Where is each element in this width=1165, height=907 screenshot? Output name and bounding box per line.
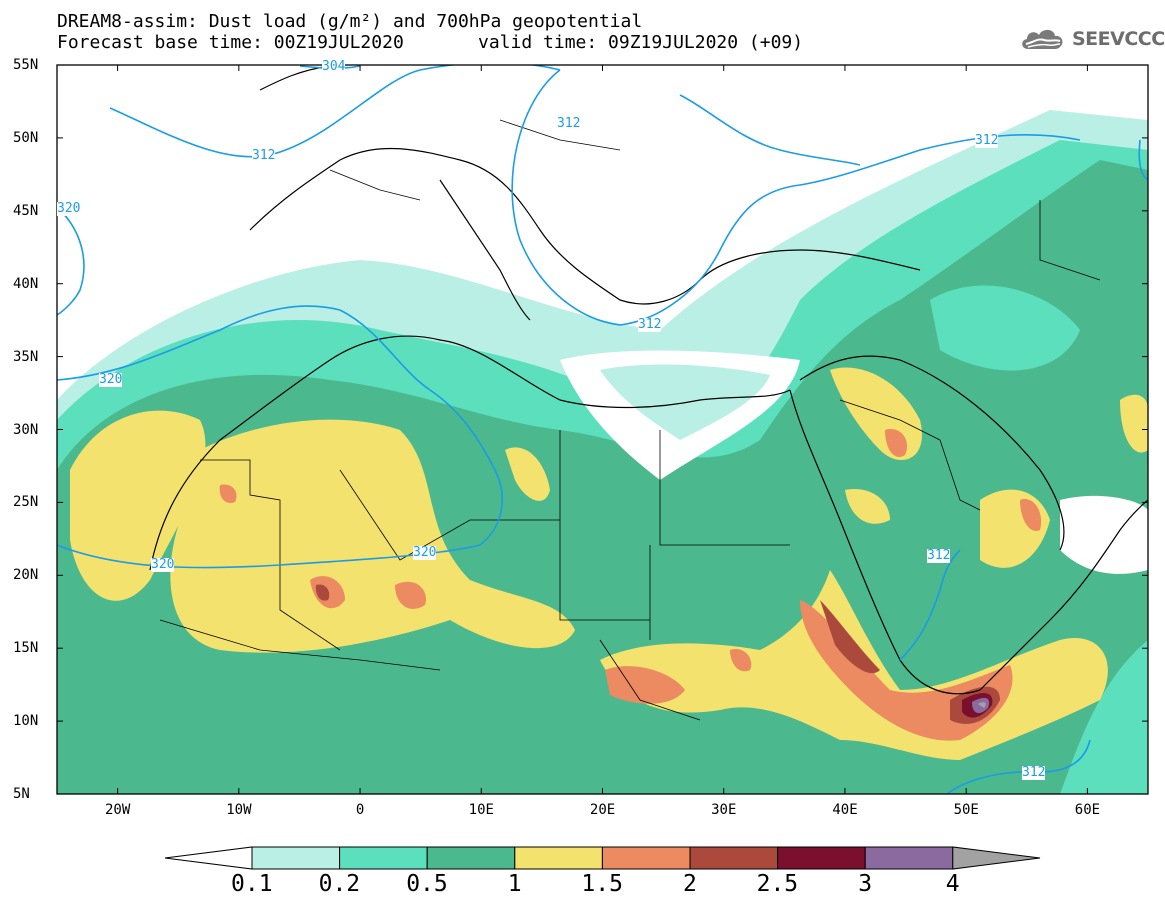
colorbar-label: 2.5	[756, 871, 799, 897]
geopotential-contours	[57, 65, 1148, 794]
lat-tick-label: 35N	[13, 348, 39, 365]
lat-tick-label: 10N	[13, 713, 39, 730]
colorbar-swatch	[514, 846, 603, 870]
lat-tick-label: 50N	[13, 129, 39, 146]
colorbar-label: 1.5	[581, 871, 623, 897]
lat-tick-label: 30N	[13, 421, 39, 438]
contour-label-320-b: 320	[413, 545, 437, 560]
contour-label-312-e: 312	[1022, 765, 1046, 780]
lon-tick-label: 0	[355, 802, 365, 818]
colorbar-swatch	[864, 846, 954, 870]
lat-tick-label: 45N	[13, 202, 39, 219]
seevccc-logo: SEEVCCC	[1018, 24, 1165, 54]
colorbar-swatch	[689, 846, 779, 870]
contour-label-312-d: 312	[927, 548, 951, 563]
coastlines	[149, 65, 1148, 695]
lat-tick-label: 15N	[13, 640, 39, 657]
colorbar-label: 2	[683, 871, 697, 897]
lon-tick-label: 40E	[832, 802, 858, 818]
lon-tick-label: 60E	[1074, 802, 1101, 818]
contour-label-304: 304	[322, 59, 346, 74]
colorbar-swatch	[426, 846, 516, 870]
colorbar-swatch	[339, 846, 428, 870]
valid-time: valid time: 09Z19JUL2020 (+09)	[478, 32, 804, 53]
lon-tick-label: 10E	[468, 802, 494, 818]
cloud-icon	[1022, 29, 1063, 49]
colorbar	[164, 846, 1041, 870]
colorbar-high-arrow	[952, 846, 1041, 870]
colorbar-label: 3	[858, 871, 873, 897]
colorbar-swatch	[251, 846, 341, 870]
country-borders	[159, 119, 1101, 721]
contour-label-312-b: 312	[557, 116, 581, 131]
lon-tick-label: 10W	[226, 802, 252, 818]
map-title: DREAM8-assim: Dust load (g/m²) and 700hP…	[57, 11, 643, 32]
lat-tick-label: 55N	[13, 57, 39, 73]
lat-tick-label: 40N	[13, 275, 39, 292]
axis-ticks	[57, 64, 1148, 795]
colorbar-label: 4	[945, 871, 960, 897]
contour-label-320-c: 320	[151, 557, 175, 572]
colorbar-label: 1	[507, 871, 522, 897]
colorbar-low-arrow	[164, 846, 253, 870]
contour-label-312-f: 312	[638, 317, 662, 332]
contour-label-320-a: 320	[99, 372, 123, 387]
contour-label-320-d: 320	[57, 201, 81, 216]
lat-tick-label: 20N	[13, 567, 39, 584]
colorbar-swatch	[601, 846, 691, 870]
dust-field	[57, 65, 1148, 794]
colorbar-label: 0.1	[231, 871, 273, 897]
lat-tick-label: 25N	[13, 494, 39, 511]
contour-label-312-c: 312	[975, 133, 999, 148]
lon-tick-label: 20E	[589, 802, 616, 818]
forecast-base-time: Forecast base time: 00Z19JUL2020	[57, 32, 404, 53]
lon-tick-label: 30E	[711, 802, 737, 818]
colorbar-label: 0.5	[406, 871, 448, 897]
lat-tick-label: 5N	[13, 786, 30, 802]
colorbar-label: 0.2	[318, 871, 361, 897]
logo-text: SEEVCCC	[1072, 28, 1165, 50]
lon-tick-label: 50E	[953, 802, 979, 818]
lon-tick-label: 20W	[105, 802, 131, 818]
colorbar-swatch	[777, 846, 866, 870]
contour-label-312-a: 312	[252, 148, 276, 163]
